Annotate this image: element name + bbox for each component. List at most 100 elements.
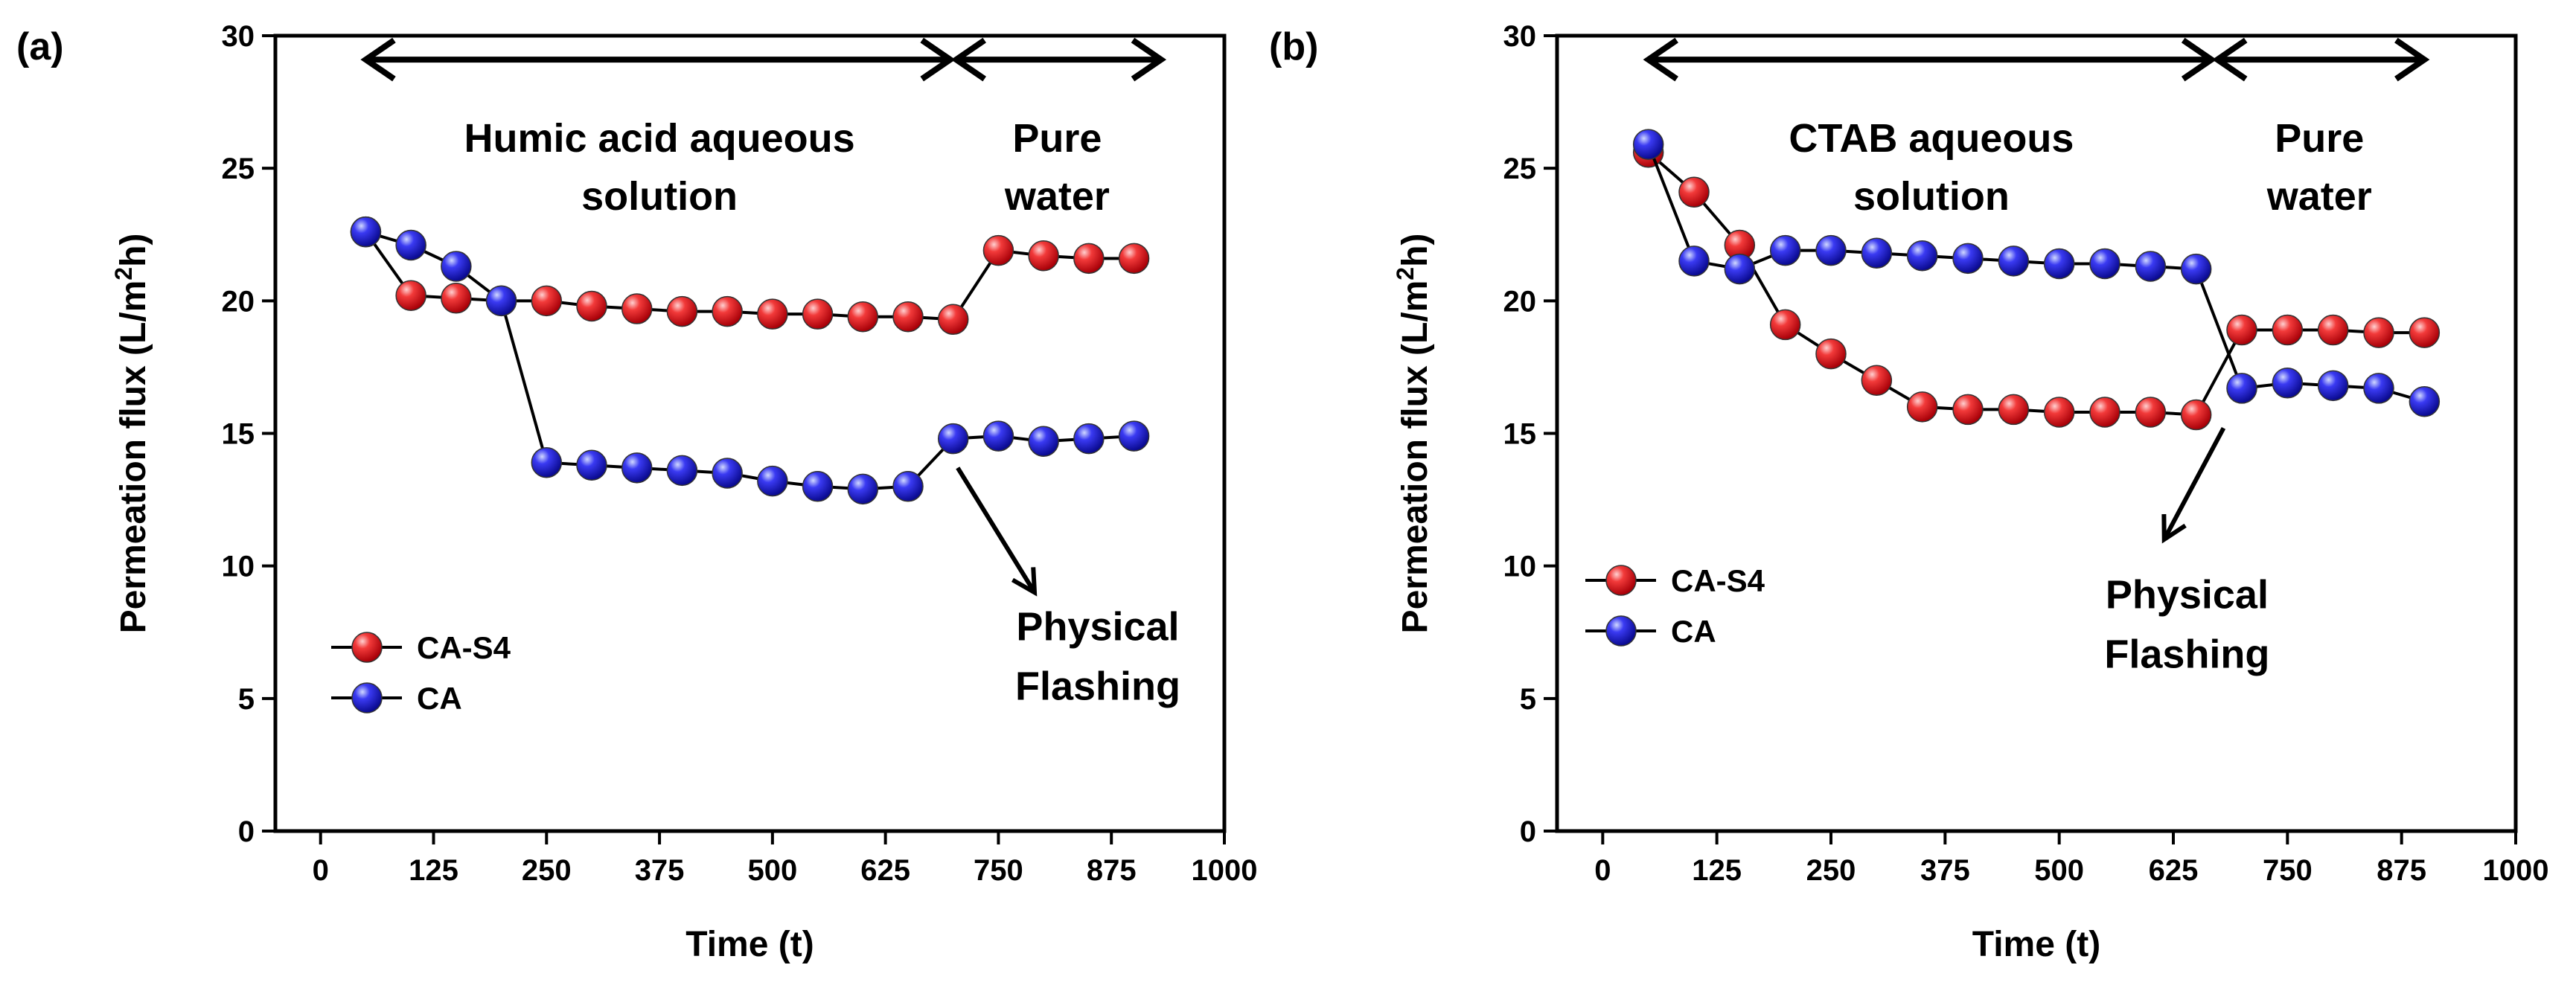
data-point-ca [937,423,969,455]
x-axis-title: Time (t) [685,925,814,964]
data-point-ca-s4 [2135,397,2167,428]
x-tick-label: 125 [1692,854,1742,887]
data-point-ca-s4 [802,298,834,330]
legend-label: CA-S4 [417,630,511,665]
data-point-ca [2089,248,2120,280]
data-point-ca [576,449,607,481]
legend-label: CA-S4 [1671,563,1765,598]
data-point-ca [1073,423,1105,455]
y-tick-label: 10 [222,551,255,583]
x-tick-label: 625 [2149,854,2199,887]
data-point-ca [2272,368,2304,399]
flash-label: Physical [1016,604,1179,649]
x-tick-label: 875 [2377,854,2426,887]
data-point-ca-s4 [847,301,879,333]
legend-item-ca-s4: CA-S4 [331,630,511,665]
x-tick-label: 250 [1806,854,1856,887]
data-point-ca [982,420,1014,452]
flash-label: Flashing [1015,664,1180,708]
phase1-label: solution [1853,174,2010,219]
data-point-ca [666,455,698,487]
phase2-label: Pure [1012,116,1102,161]
data-point-ca [1998,246,2030,277]
x-tick-label: 1000 [2483,854,2549,887]
phase1-label: CTAB aqueous [1789,116,2074,161]
data-point-ca [350,216,382,248]
data-point-ca [2043,248,2075,280]
data-point-ca-s4 [2226,314,2257,346]
phase1-label: Humic acid aqueous [464,116,855,161]
y-axis-title-part: Permeation flux (L/m [114,280,153,634]
flash-label: Flashing [2104,632,2269,677]
y-tick-label: 0 [238,815,255,848]
y-axis-title-superscript: 2 [110,267,137,280]
y-tick-label: 5 [1520,683,1536,716]
series-line-ca-s4 [364,231,1134,321]
data-point-ca [1724,253,1756,285]
data-point-ca [2180,253,2212,285]
legend-label: CA [1671,614,1716,649]
y-tick-label: 10 [1503,551,1537,583]
y-axis-title: Permeation flux (L/m2h) [110,234,153,634]
phase2-arrow [950,37,1167,82]
panel-b: (b) 0 5 10 15 20 25 30 0 125 250 375 500 625 750 875 100… [1269,20,2548,964]
data-point-ca-s4 [1678,176,1710,208]
x-tick-label: 500 [2034,854,2084,887]
x-tick-label: 750 [2263,854,2313,887]
x-tick-label: 0 [1594,854,1611,887]
data-point-ca [712,458,743,489]
phase1-arrow [360,37,956,82]
data-point-ca [1815,234,1847,266]
y-tick-label: 20 [1503,285,1537,318]
legend-marker [351,632,383,663]
data-point-ca [1861,237,1893,269]
data-point-ca-s4 [2043,397,2075,428]
y-tick-label: 25 [1503,153,1537,185]
data-point-ca-s4 [2089,397,2120,428]
data-point-ca-s4 [666,295,698,327]
data-point-ca [892,471,924,502]
data-point-ca [621,452,653,484]
data-point-ca-s4 [621,293,653,324]
flash-label: Physical [2106,573,2269,618]
y-axis-title-part: h) [114,234,153,267]
panel-label: (b) [1269,25,1318,68]
data-point-ca-s4 [1815,338,1847,370]
y-axis-title: Permeation flux (L/m2h) [1392,234,1435,634]
data-point-ca [1028,426,1059,457]
phase2-label: water [1004,174,1110,219]
x-tick-label: 375 [635,854,685,887]
data-point-ca [2409,385,2441,417]
data-point-ca-s4 [1118,243,1150,275]
series-ca [1632,129,2441,417]
y-tick-label: 15 [1503,418,1537,451]
y-tick-label: 25 [222,153,255,185]
y-tick-label: 30 [1503,20,1537,53]
data-point-ca [2363,373,2394,404]
data-point-ca [802,471,834,502]
data-point-ca [1952,243,1984,275]
data-point-ca [847,473,879,505]
x-tick-label: 1000 [1192,854,1258,887]
x-tick-label: 0 [313,854,329,887]
data-point-ca [485,285,517,317]
data-point-ca [1118,420,1150,452]
data-point-ca-s4 [757,298,788,330]
x-axis-title: Time (t) [1972,925,2100,964]
data-point-ca-s4 [531,285,563,317]
data-point-ca [531,446,563,478]
x-tick-label: 125 [409,854,458,887]
legend-item-ca-s4: CA-S4 [1585,563,1765,598]
data-point-ca [1769,234,1801,266]
legend-label: CA [417,681,462,716]
phase1-label: solution [581,174,738,219]
data-point-ca [1678,246,1710,277]
data-point-ca [757,465,788,497]
flash-arrow [2161,426,2226,544]
x-tick-label: 500 [747,854,797,887]
y-tick-label: 15 [222,418,255,451]
data-point-ca-s4 [892,301,924,333]
phase2-label: Pure [2275,116,2364,161]
legend-item-ca: CA [1585,614,1716,649]
